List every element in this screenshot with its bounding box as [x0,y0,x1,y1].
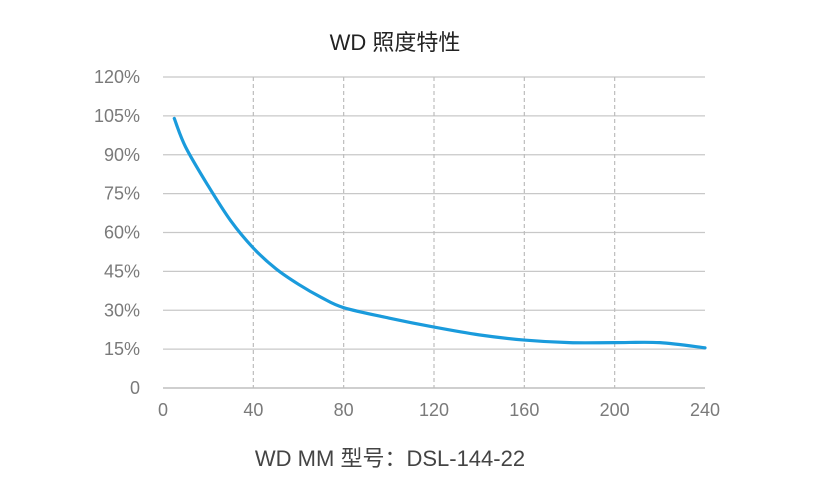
x-tick-label: 200 [600,400,630,420]
x-tick-labels: 0 40 80 120 160 200 240 [158,400,720,420]
chart-title: WD 照度特性 [330,30,461,55]
x-tick-label: 0 [158,400,168,420]
x-tick-label: 240 [690,400,720,420]
y-tick-label: 15% [104,339,140,359]
y-tick-label: 90% [104,145,140,165]
x-tick-label: 120 [419,400,449,420]
y-tick-label: 75% [104,184,140,204]
vertical-gridlines [252,77,616,388]
series-lines [172,116,707,350]
y-tick-label: 105% [94,106,140,126]
y-tick-labels: 0 15% 30% 45% 60% 75% 90% 105% 120% [94,67,140,398]
x-tick-label: 160 [509,400,539,420]
y-tick-label: 120% [94,67,140,87]
x-tick-label: 40 [243,400,263,420]
y-tick-label: 30% [104,300,140,320]
y-tick-label: 0 [130,378,140,398]
y-tick-label: 60% [104,223,140,243]
series-line [172,116,707,350]
y-tick-label: 45% [104,261,140,281]
x-tick-label: 80 [334,400,354,420]
x-axis-label: WD MM 型号：DSL-144-22 [255,446,525,471]
